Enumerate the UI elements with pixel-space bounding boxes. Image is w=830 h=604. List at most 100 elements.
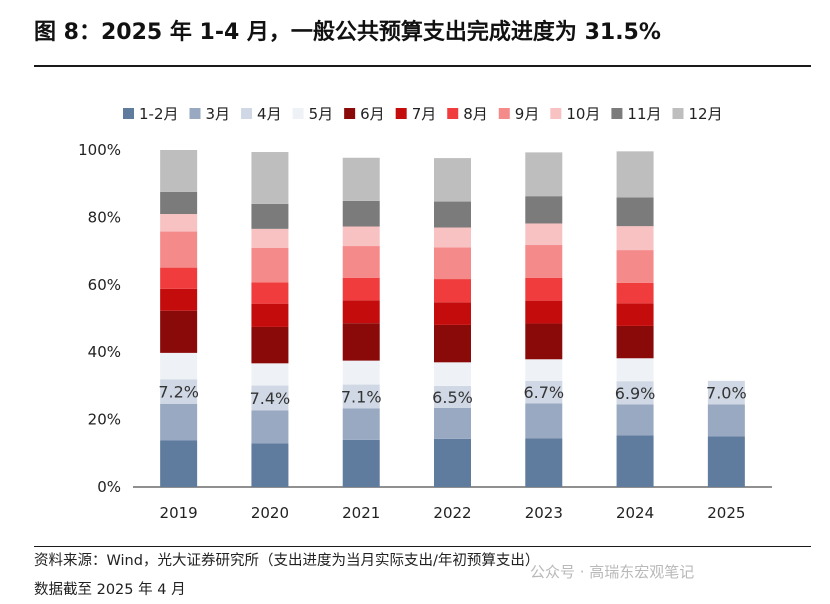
- legend-label: 7月: [412, 105, 437, 123]
- legend-swatch: [292, 108, 304, 119]
- y-tick-label: 20%: [88, 411, 121, 429]
- legend-label: 1-2月: [139, 105, 179, 123]
- chart-title: 图 8：2025 年 1-4 月，一般公共预算支出完成进度为 31.5%: [34, 20, 661, 45]
- bar-segment: [616, 250, 654, 283]
- bar-segment: [616, 358, 654, 382]
- bar-segment: [434, 227, 471, 248]
- bar-segment: [160, 352, 198, 380]
- bar-segment: [525, 438, 563, 487]
- legend-swatch: [344, 108, 356, 119]
- x-tick-label: 2025: [707, 504, 745, 522]
- legend-label: 9月: [515, 105, 540, 123]
- bar-segment: [525, 359, 563, 381]
- bar-segment: [616, 282, 654, 304]
- bar-segment: [251, 203, 289, 229]
- bar-segment: [707, 404, 745, 437]
- bar-segment: [251, 152, 289, 204]
- legend-swatch: [241, 108, 253, 119]
- legend-swatch: [672, 108, 684, 119]
- bar-segment: [616, 404, 654, 436]
- bar-segment: [434, 438, 471, 487]
- stacked-bar-chart: 0% 20% 40% 60% 80% 100% 7.2% 2019 7.4% 2020 7.1% 20…: [78, 105, 772, 522]
- title-rule: [34, 65, 811, 67]
- bar-segment: [342, 408, 380, 440]
- legend-swatch: [189, 108, 201, 119]
- legend-swatch: [498, 108, 510, 119]
- x-tick-label: 2019: [160, 504, 198, 522]
- legend-label: 11月: [627, 105, 661, 123]
- bar-segment: [434, 302, 471, 325]
- bar-segment: [525, 223, 563, 246]
- x-tick-label: 2023: [525, 504, 563, 522]
- bar-segment: [434, 407, 471, 439]
- x-tick-label: 2021: [342, 504, 380, 522]
- legend-label: 3月: [206, 105, 231, 123]
- data-label: 6.7%: [523, 383, 564, 402]
- bar-segment: [251, 247, 289, 283]
- bar-segment: [160, 440, 198, 487]
- data-label: 7.2%: [158, 383, 199, 402]
- bar-segment: [434, 279, 471, 303]
- x-tick-label: 2020: [251, 504, 289, 522]
- bar-segment: [251, 385, 289, 411]
- bar-segment: [342, 200, 380, 227]
- x-tick-label: 2022: [433, 504, 471, 522]
- legend-label: 4月: [257, 105, 282, 123]
- legend-swatch: [395, 108, 407, 119]
- bar-segment: [251, 303, 289, 327]
- bar-segment: [434, 385, 471, 408]
- bar-segment: [434, 324, 471, 363]
- data-label: 7.4%: [250, 389, 291, 408]
- bar-segment: [525, 196, 563, 224]
- bar-segment: [616, 381, 654, 405]
- data-label: 6.5%: [432, 388, 473, 407]
- bar-segment: [707, 436, 745, 487]
- bar-segment: [251, 282, 289, 304]
- bar-segment: [616, 303, 654, 326]
- bar-segment: [251, 363, 289, 386]
- source-rule: [34, 546, 811, 547]
- legend-label: 10月: [566, 105, 600, 123]
- legend-swatch: [447, 108, 459, 119]
- data-label: 7.1%: [341, 388, 382, 407]
- bar-segment: [525, 300, 563, 324]
- bar-segment: [251, 326, 289, 364]
- legend-label: 5月: [309, 105, 334, 123]
- bar-segment: [616, 197, 654, 227]
- bar-segment: [707, 380, 745, 405]
- bar-segment: [342, 226, 380, 247]
- bar-segment: [342, 384, 380, 409]
- bar-segment: [616, 226, 654, 251]
- legend-swatch: [550, 108, 562, 119]
- bar-segment: [525, 323, 563, 360]
- bar-segment: [342, 157, 380, 201]
- legend-label: 8月: [463, 105, 488, 123]
- bar-segment: [434, 247, 471, 280]
- bar-segment: [616, 435, 654, 487]
- y-tick-label: 60%: [88, 276, 121, 294]
- y-tick-label: 0%: [97, 478, 121, 496]
- bar-segment: [434, 158, 471, 202]
- bar-segment: [160, 310, 198, 353]
- bar-segment: [616, 151, 654, 198]
- watermark-text: 公众号 · 高瑞东宏观笔记: [530, 563, 695, 581]
- legend-label: 12月: [689, 105, 723, 123]
- y-tick-label: 40%: [88, 343, 121, 361]
- bar-segment: [616, 325, 654, 359]
- data-cutoff-note: 数据截至 2025 年 4 月: [34, 582, 186, 598]
- bar-segment: [342, 277, 380, 301]
- bar-segment: [342, 439, 380, 487]
- bar-segment: [525, 245, 563, 278]
- bar-segment: [434, 362, 471, 386]
- legend-swatch: [123, 108, 134, 119]
- bar-segment: [160, 231, 198, 268]
- bar-segment: [342, 323, 380, 361]
- x-tick-label: 2024: [616, 504, 654, 522]
- bar-segment: [251, 228, 289, 248]
- bar-segment: [342, 246, 380, 278]
- y-tick-label: 80%: [88, 208, 121, 226]
- bar-segment: [160, 403, 198, 441]
- y-tick-label: 100%: [78, 141, 121, 159]
- bar-segment: [160, 191, 198, 215]
- bar-segment: [342, 300, 380, 324]
